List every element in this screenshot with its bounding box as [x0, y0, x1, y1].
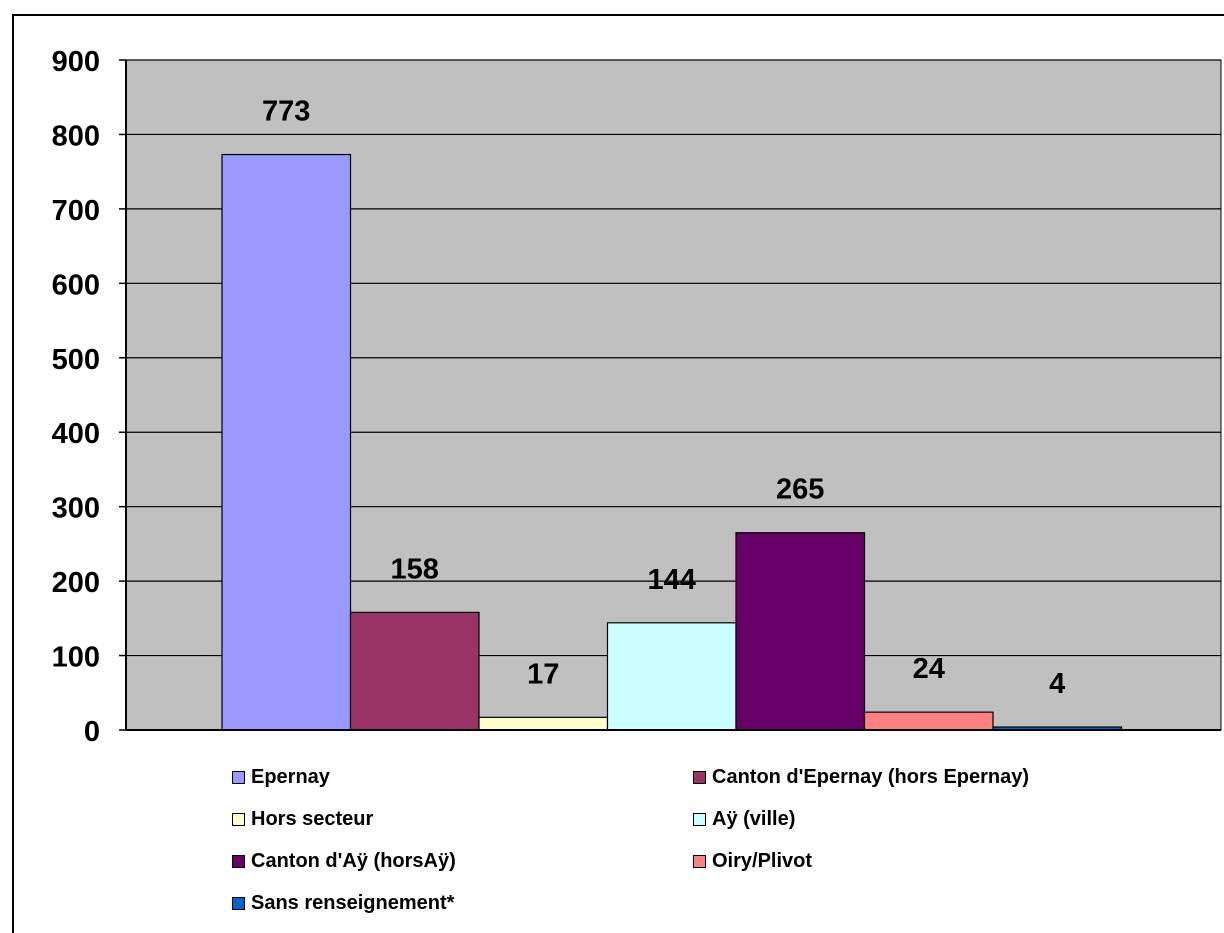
y-tick-label: 700 [52, 195, 100, 227]
y-tick-label: 400 [52, 418, 100, 450]
y-tick-label: 800 [52, 120, 100, 152]
y-tick-label: 900 [52, 46, 100, 78]
data-label: 773 [262, 96, 310, 128]
bar-1 [221, 153, 352, 731]
y-tick-label: 300 [52, 493, 100, 525]
y-tick-label: 0 [84, 716, 100, 748]
bar-5 [735, 532, 866, 731]
y-tick-label: 600 [52, 269, 100, 301]
y-tick-label: 100 [52, 642, 100, 674]
y-tick-label: 500 [52, 344, 100, 376]
bar-2 [349, 611, 480, 731]
data-label: 24 [913, 653, 945, 685]
y-tick-label: 200 [52, 567, 100, 599]
data-label: 144 [648, 564, 696, 596]
chart-frame [12, 14, 1224, 933]
data-label: 158 [391, 553, 439, 585]
data-label: 17 [527, 658, 559, 690]
data-label: 265 [776, 474, 824, 506]
bar-6 [863, 711, 994, 731]
bar-4 [606, 622, 737, 731]
bar-3 [478, 716, 609, 731]
data-label: 4 [1049, 668, 1065, 700]
